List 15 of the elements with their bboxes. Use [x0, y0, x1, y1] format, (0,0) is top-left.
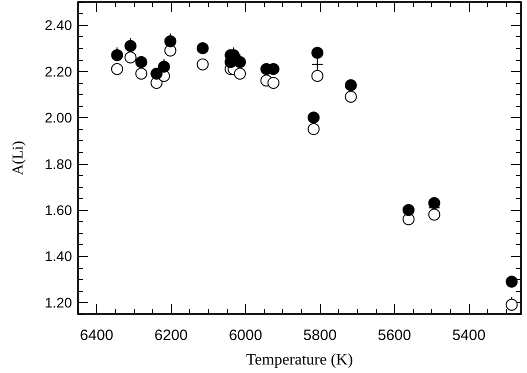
x-tick-label: 6000	[228, 327, 262, 344]
y-tick-label: 1.40	[44, 248, 72, 264]
x-tick-label: 5800	[303, 327, 337, 344]
x-tick-label: 6200	[154, 327, 188, 344]
y-tick-label: 1.80	[44, 156, 72, 172]
y-tick-label: 1.60	[44, 202, 72, 218]
x-axis-title: Temperature (K)	[246, 352, 353, 368]
y-tick-label: 2.40	[44, 17, 72, 34]
y-axis-title: A(Li)	[10, 140, 26, 176]
y-tick-label: 2.20	[44, 63, 72, 80]
y-tick-label: 1.20	[44, 294, 72, 310]
x-tick-label: 5400	[452, 327, 486, 344]
x-tick-label: 6400	[80, 327, 114, 344]
x-tick-label: 5600	[378, 327, 412, 344]
y-tick-label: 2.00	[44, 110, 72, 126]
